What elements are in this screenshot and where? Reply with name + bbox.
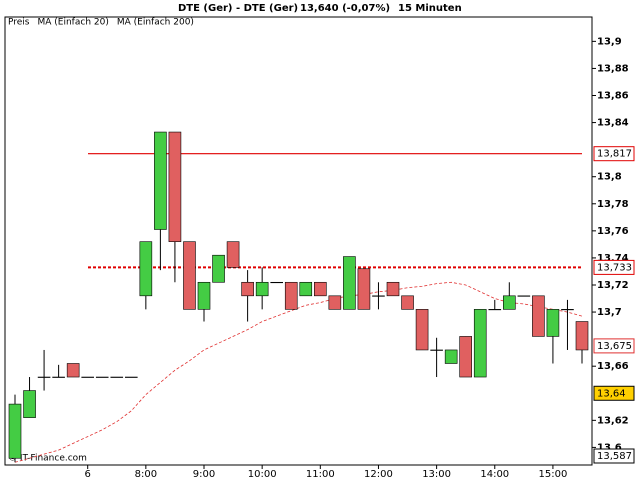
candle-body xyxy=(357,268,371,310)
candle-body xyxy=(52,376,65,378)
y-tick-label: 13,62 xyxy=(597,415,629,426)
y-tick-label: 13,6 xyxy=(597,442,622,453)
candle-body xyxy=(183,241,196,310)
candle-body xyxy=(299,281,313,297)
price-label-box xyxy=(593,385,635,401)
price-label-box xyxy=(593,338,635,354)
moving-average xyxy=(14,281,583,463)
x-tick-label: 8:00 xyxy=(135,469,157,480)
candle-body xyxy=(532,295,545,337)
candle-body xyxy=(212,254,225,283)
x-tick-label: 14:00 xyxy=(480,469,509,480)
candle-body xyxy=(95,376,109,378)
candle-body xyxy=(430,349,443,351)
candle-body xyxy=(125,376,138,378)
x-tick-label: 10:00 xyxy=(248,469,277,480)
footer: © IT-Finance.com xyxy=(8,454,87,464)
plot-frame xyxy=(4,16,593,466)
x-tick-label: 6 xyxy=(85,469,91,480)
x-tick-label: 12:00 xyxy=(364,469,393,480)
candle-body xyxy=(386,281,400,297)
candle-body xyxy=(343,256,356,310)
x-tick-label: 9:00 xyxy=(193,469,215,480)
price-label-box xyxy=(593,448,635,464)
y-tick-label: 13,7 xyxy=(597,307,622,318)
candle-body xyxy=(503,295,516,310)
candle-body xyxy=(444,349,458,364)
y-tick-label: 13,86 xyxy=(597,91,629,102)
candle-body xyxy=(517,295,531,297)
price-box xyxy=(593,259,635,275)
legend-entry: Preis xyxy=(8,18,30,28)
price-box-label: 13,733 xyxy=(597,262,632,273)
candle-body xyxy=(154,131,167,230)
title: DTE (Ger) - DTE (Ger) xyxy=(178,3,298,14)
candle-body xyxy=(37,376,51,378)
y-tick-label: 13,84 xyxy=(597,118,629,129)
candle-body xyxy=(23,390,36,418)
y-tick-label: 13,88 xyxy=(597,63,629,74)
candle-body xyxy=(415,309,429,351)
x-tick-label: 11:00 xyxy=(306,469,335,480)
candle-body xyxy=(401,295,414,310)
price-label: 13,64 xyxy=(597,388,626,399)
candle-body xyxy=(546,309,560,337)
price: 13,640 (-0,07%) xyxy=(300,3,390,14)
y-tick-label: 13,8 xyxy=(597,172,622,183)
price-box-label: 13,817 xyxy=(597,149,632,160)
candle-body xyxy=(110,376,124,378)
y-tick-label: 13,74 xyxy=(597,253,629,264)
candle-body xyxy=(314,281,327,297)
y-tick-label: 13,9 xyxy=(597,36,622,47)
candle-body xyxy=(372,295,385,297)
x-tick-label: 13:00 xyxy=(422,469,451,480)
candle-body xyxy=(459,336,472,378)
candle-body xyxy=(197,281,211,310)
price-label: 13,587 xyxy=(597,451,632,462)
price-label: 13,675 xyxy=(597,341,632,352)
candle-body xyxy=(255,281,269,297)
candle-body xyxy=(328,295,342,310)
candle-body xyxy=(488,309,502,311)
legend-entry: MA (Einfach 20) xyxy=(38,18,109,28)
candle-body xyxy=(139,241,153,297)
candle-body xyxy=(81,376,94,378)
y-tick-label: 13,78 xyxy=(597,199,629,210)
candle-body xyxy=(575,321,589,351)
x-tick-label: 15:00 xyxy=(539,469,568,480)
candle-body xyxy=(8,403,22,459)
candle-body xyxy=(284,281,298,310)
candle-body xyxy=(473,309,487,378)
y-tick-label: 13,66 xyxy=(597,361,629,372)
candle-body xyxy=(226,241,240,268)
legend-entry: MA (Einfach 200) xyxy=(117,18,194,28)
y-tick-label: 13,72 xyxy=(597,280,629,291)
candle-body xyxy=(241,281,254,297)
candle-body xyxy=(66,363,80,378)
y-tick-label: 13,76 xyxy=(597,226,629,237)
candle-body xyxy=(561,309,574,311)
price-box xyxy=(593,146,635,162)
interval: 15 Minuten xyxy=(398,3,462,14)
candle-body xyxy=(168,131,182,242)
candle-body xyxy=(270,281,283,284)
